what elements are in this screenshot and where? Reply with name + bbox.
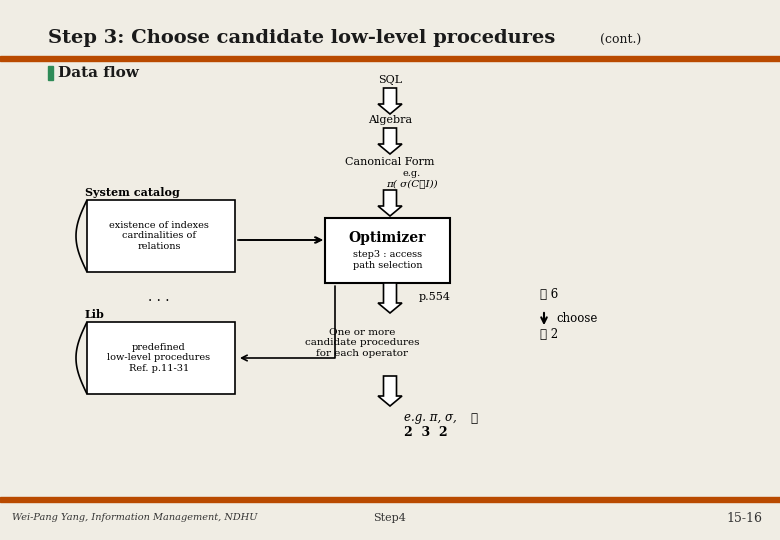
Text: step3 : access
path selection: step3 : access path selection (353, 251, 422, 269)
Text: choose: choose (556, 313, 597, 326)
Bar (48, 66, 53, 80)
Text: System catalog: System catalog (85, 187, 180, 199)
Text: One or more
candidate procedures
for each operator: One or more candidate procedures for eac… (305, 328, 420, 358)
Polygon shape (378, 128, 402, 154)
Text: ⋈ 2: ⋈ 2 (540, 327, 558, 341)
Text: ⋈ 6: ⋈ 6 (540, 288, 558, 301)
Polygon shape (378, 376, 402, 406)
Text: existence of indexes
cardinalities of
relations: existence of indexes cardinalities of re… (109, 221, 209, 251)
Text: SQL: SQL (378, 75, 402, 85)
Text: Step 3: Choose candidate low-level procedures: Step 3: Choose candidate low-level proce… (48, 29, 555, 47)
Text: Canonical Form: Canonical Form (346, 157, 434, 167)
Bar (0, 497, 780, 502)
Text: p.554: p.554 (419, 292, 451, 302)
Bar (0, 56, 780, 61)
Text: Lib: Lib (85, 309, 105, 321)
Text: π( σ(C⋈I)): π( σ(C⋈I)) (386, 179, 438, 188)
Text: Optimizer: Optimizer (349, 231, 426, 245)
Text: (cont.): (cont.) (600, 33, 641, 46)
Text: e.g.: e.g. (403, 170, 421, 179)
Text: Wei-Pang Yang, Information Management, NDHU: Wei-Pang Yang, Information Management, N… (12, 514, 257, 523)
Text: predefined
low-level procedures
Ref. p.11-31: predefined low-level procedures Ref. p.1… (108, 343, 211, 373)
Polygon shape (378, 88, 402, 114)
Text: 15-16: 15-16 (726, 511, 762, 524)
Text: Data flow: Data flow (58, 66, 139, 80)
Polygon shape (378, 283, 402, 313)
Text: Step4: Step4 (374, 513, 406, 523)
Text: e.g. π, σ,: e.g. π, σ, (404, 411, 457, 424)
Bar (325, 218, 450, 283)
Text: Algebra: Algebra (368, 115, 412, 125)
Text: . . .: . . . (148, 290, 170, 304)
Text: 2  3  2: 2 3 2 (404, 426, 448, 438)
FancyBboxPatch shape (87, 322, 235, 394)
Text: ⋈: ⋈ (470, 411, 477, 424)
FancyBboxPatch shape (87, 200, 235, 272)
Polygon shape (378, 190, 402, 216)
